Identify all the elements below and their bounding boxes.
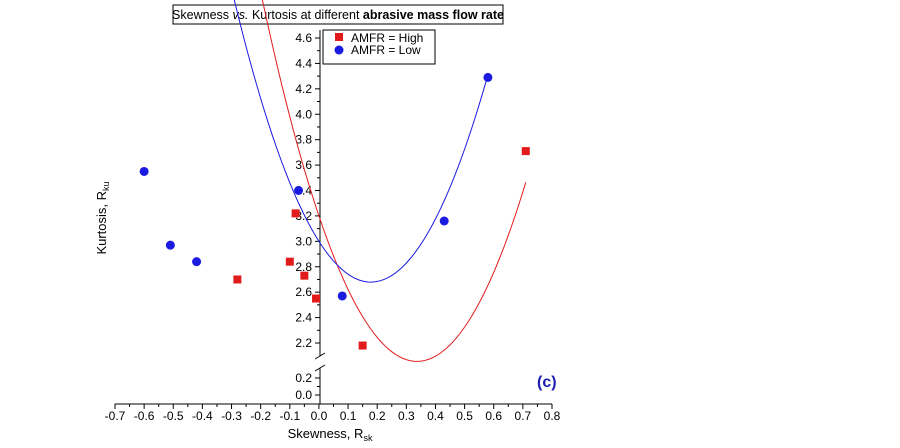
data-point-low <box>192 257 202 267</box>
y-axis-title: Kurtosis, Rku <box>94 181 111 254</box>
x-axis-title: Skewness, Rsk <box>288 426 373 443</box>
x-tick-label: -0.4 <box>192 409 213 423</box>
legend-label-low: AMFR = Low <box>351 43 421 57</box>
data-point-low <box>483 72 493 82</box>
chart-title: Skewness vs. Kurtosis at different abras… <box>172 4 504 25</box>
panel-label: (c) <box>537 374 557 391</box>
fit-curve-low <box>233 0 489 283</box>
data-point-high <box>312 294 321 303</box>
x-tick-label: 0.3 <box>398 409 415 423</box>
data-point-low <box>439 216 449 226</box>
x-tick-label: 0.4 <box>427 409 444 423</box>
x-tick-label: 0.1 <box>340 409 357 423</box>
x-tick-label: -0.6 <box>134 409 155 423</box>
axis-break-mark <box>314 352 326 360</box>
data-point-low <box>139 166 149 176</box>
y-tick-label: 0.2 <box>295 371 312 385</box>
fit-curves <box>233 0 527 362</box>
chart-title-text: Skewness vs. Kurtosis at different abras… <box>172 8 504 22</box>
y-tick-label: 2.8 <box>295 260 312 274</box>
axes: -0.7 -0.6 -0.5 -0.4 -0.3 -0.2 -0.1 0.0 0.1 0.2 0.3… <box>105 30 561 423</box>
y-tick-label: 2.6 <box>295 285 312 299</box>
data-points <box>139 72 530 350</box>
fit-curve-high <box>261 0 527 362</box>
y-tick-label: 3.8 <box>295 133 312 147</box>
x-tick-label: 0.8 <box>544 409 561 423</box>
x-tick-label: -0.5 <box>163 409 184 423</box>
y-tick-label: 4.6 <box>295 31 312 45</box>
y-tick-label: 3.0 <box>295 234 312 248</box>
x-tick-label: -0.2 <box>250 409 271 423</box>
legend-circle-marker <box>334 45 344 55</box>
y-tick-label: 4.2 <box>295 82 312 96</box>
legend: AMFR = High AMFR = Low <box>322 29 436 65</box>
x-tick-label: -0.3 <box>221 409 242 423</box>
data-point-high <box>300 271 309 280</box>
x-tick-label: 0.0 <box>311 409 328 423</box>
data-point-high <box>358 341 367 350</box>
data-point-low <box>165 240 175 250</box>
x-tick-label: 0.5 <box>456 409 473 423</box>
x-tick-label: -0.7 <box>105 409 126 423</box>
legend-square-marker <box>335 33 343 41</box>
x-tick-label: 0.6 <box>485 409 502 423</box>
y-tick-label: 3.6 <box>295 158 312 172</box>
axis-break-mark <box>314 364 326 372</box>
y-tick-label: 0.0 <box>295 388 312 402</box>
data-point-high <box>233 275 242 284</box>
y-tick-label: 4.0 <box>295 107 312 121</box>
data-point-high <box>291 209 300 218</box>
y-tick-label: 2.4 <box>295 311 312 325</box>
data-point-high <box>521 147 530 156</box>
x-tick-label: -0.1 <box>279 409 300 423</box>
legend-label-high: AMFR = High <box>351 31 423 45</box>
data-point-low <box>337 291 347 301</box>
y-tick-label: 2.2 <box>295 336 312 350</box>
x-tick-label: 0.7 <box>515 409 532 423</box>
data-point-low <box>294 186 304 195</box>
x-tick-label: 0.2 <box>369 409 386 423</box>
data-point-high <box>285 257 294 266</box>
y-tick-label: 4.4 <box>295 56 312 70</box>
